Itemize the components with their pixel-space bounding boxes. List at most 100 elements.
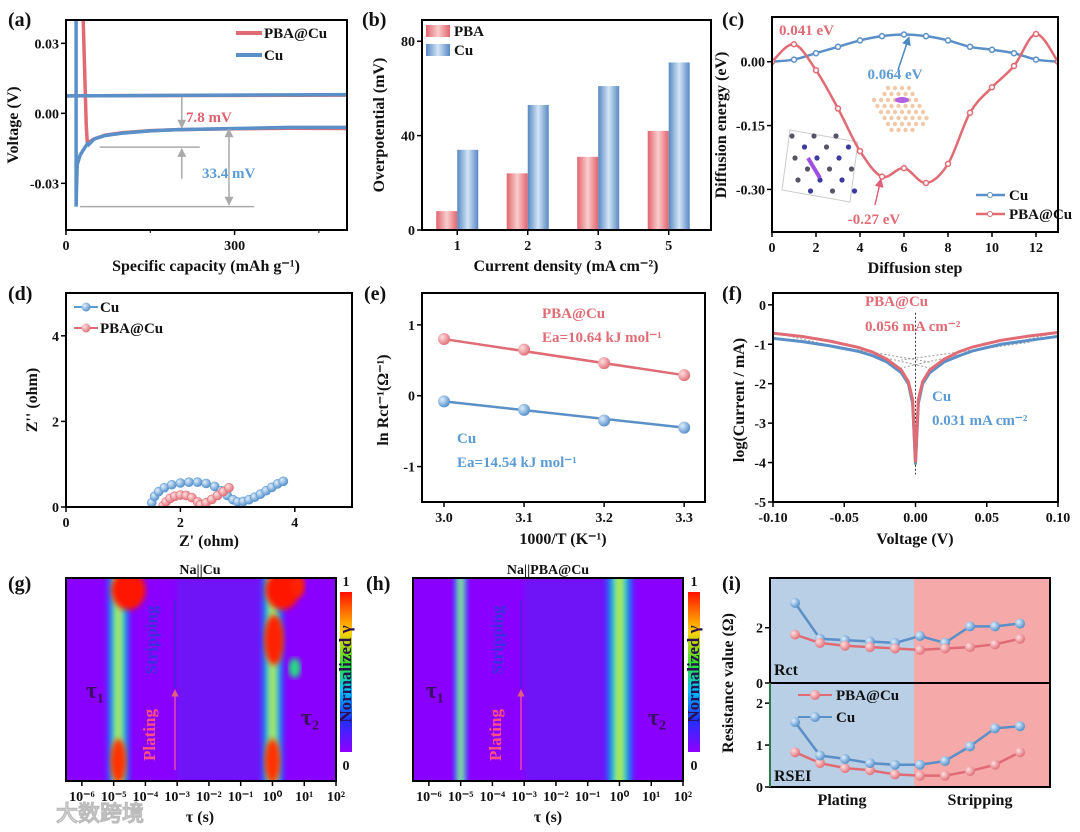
barrier-annotation: 0.064 eV [868,67,923,83]
plot-frame [65,577,337,782]
bar-PBA-3 [577,156,599,230]
atom-dot [917,115,922,121]
data-point [815,758,825,769]
x-tick-label: 2 [813,241,820,256]
data-point [878,32,886,40]
data-point [790,597,800,608]
atom-dot [903,127,908,133]
data-point [990,759,1000,770]
series-line-top-PBA@Cu [794,633,1021,652]
colorbar-label: Normalized γ [336,625,355,722]
data-point [224,482,234,493]
x-tick-label: 3.0 [435,511,453,526]
x-tick-label: 0 [63,239,70,254]
intensity-hotspot [288,658,301,678]
data-point [840,753,850,764]
data-point [1010,49,1018,57]
atom-dot [917,103,922,109]
atom-dot [801,144,808,150]
fit-line-Cu [443,400,685,429]
data-point [201,478,211,489]
x-tick-label: 0.10 [1046,511,1071,526]
data-point [878,173,886,180]
series-line-Cu [66,92,347,98]
data-point [815,637,825,648]
data-point [1032,30,1040,38]
data-point [278,476,289,487]
series-line-bottom-Cu [793,721,1021,767]
y-axis-label: Z'' (ohm) [24,368,41,432]
atom-dot [792,155,798,161]
surface-lattice-inset-icon [871,85,929,133]
data-point [175,478,186,488]
x-tick-label: 10⁻⁵ [101,790,127,805]
x-tick-label: 2 [177,516,184,531]
intensity-hotspot [110,739,127,781]
data-point [965,766,975,777]
data-point [209,481,220,492]
colorbar [688,592,700,752]
data-point [990,723,1000,734]
colorbar-min-label: 0 [691,759,698,774]
legend-label: PBA [454,24,484,40]
bar-Cu-2 [527,104,549,230]
data-point [1015,633,1025,644]
stripping-phase-label: Stripping [948,792,1013,809]
legend-label: PBA@Cu [100,321,163,337]
stripping-label: Stripping [488,605,507,674]
top-subplot-label: Rct [774,662,799,679]
atom-dot [811,133,817,139]
panel-label: (i) [722,573,741,595]
data-point [790,747,800,758]
y-tick-label: -1 [754,338,766,353]
x-axis-label: Voltage (V) [876,531,953,548]
x-axis-label: τ (s) [534,809,562,826]
atom-dot [906,109,912,115]
x-tick-label: 0.05 [975,511,1000,526]
atom-dot [910,127,915,133]
y-axis-label: log(Current / mA) [731,338,748,462]
plot-area-c [772,30,1058,206]
relaxation-peak-band [452,578,469,781]
atom-dot [878,97,884,103]
x-tick-label: 8 [945,241,952,256]
x-tick-label: 1 [454,239,461,254]
data-point [940,643,950,654]
y-tick-label: 0.00 [35,107,60,122]
y-tick-label: 2 [756,697,763,712]
y-axis-label: Resistance value (Ω) [720,613,737,753]
atom-dot [789,133,795,139]
plating-phase-label: Plating [818,792,867,809]
panel-label: (h) [366,573,390,595]
legend-marker [81,302,91,312]
tau1-label: τ₁ [426,678,444,704]
bottom-subplot-label: RSEI [774,768,811,785]
x-tick-label: 10⁻¹ [575,790,601,805]
y-tick-label: 0 [52,501,59,516]
y-tick-label: 40 [401,130,415,145]
y-tick-label: 1 [408,319,415,334]
legend-label: Cu [1009,188,1028,204]
data-point [865,765,875,776]
legend-marker [810,690,820,700]
atom-dot [833,133,839,139]
x-tick-label: 3.1 [515,511,533,526]
y-tick-label: 1 [756,739,763,754]
atom-dot [896,103,901,109]
data-point [790,56,798,63]
x-tick-label: 12 [1029,241,1043,256]
data-point [890,643,900,654]
x-tick-label: 10⁻⁴ [480,790,506,805]
atom-dot [885,97,891,103]
data-point [518,403,531,416]
colorbar-label: Normalized γ [684,625,703,722]
data-point [438,395,451,408]
x-tick-label: 10⁻³ [164,790,190,805]
plot-frame [771,16,1059,233]
atom-dot [885,109,891,115]
intensity-hotspot [264,739,281,781]
atom-dot [892,109,898,115]
atom-dot [913,109,919,115]
x-tick-label: 4 [291,516,298,531]
y-tick-label: -2 [754,378,766,393]
